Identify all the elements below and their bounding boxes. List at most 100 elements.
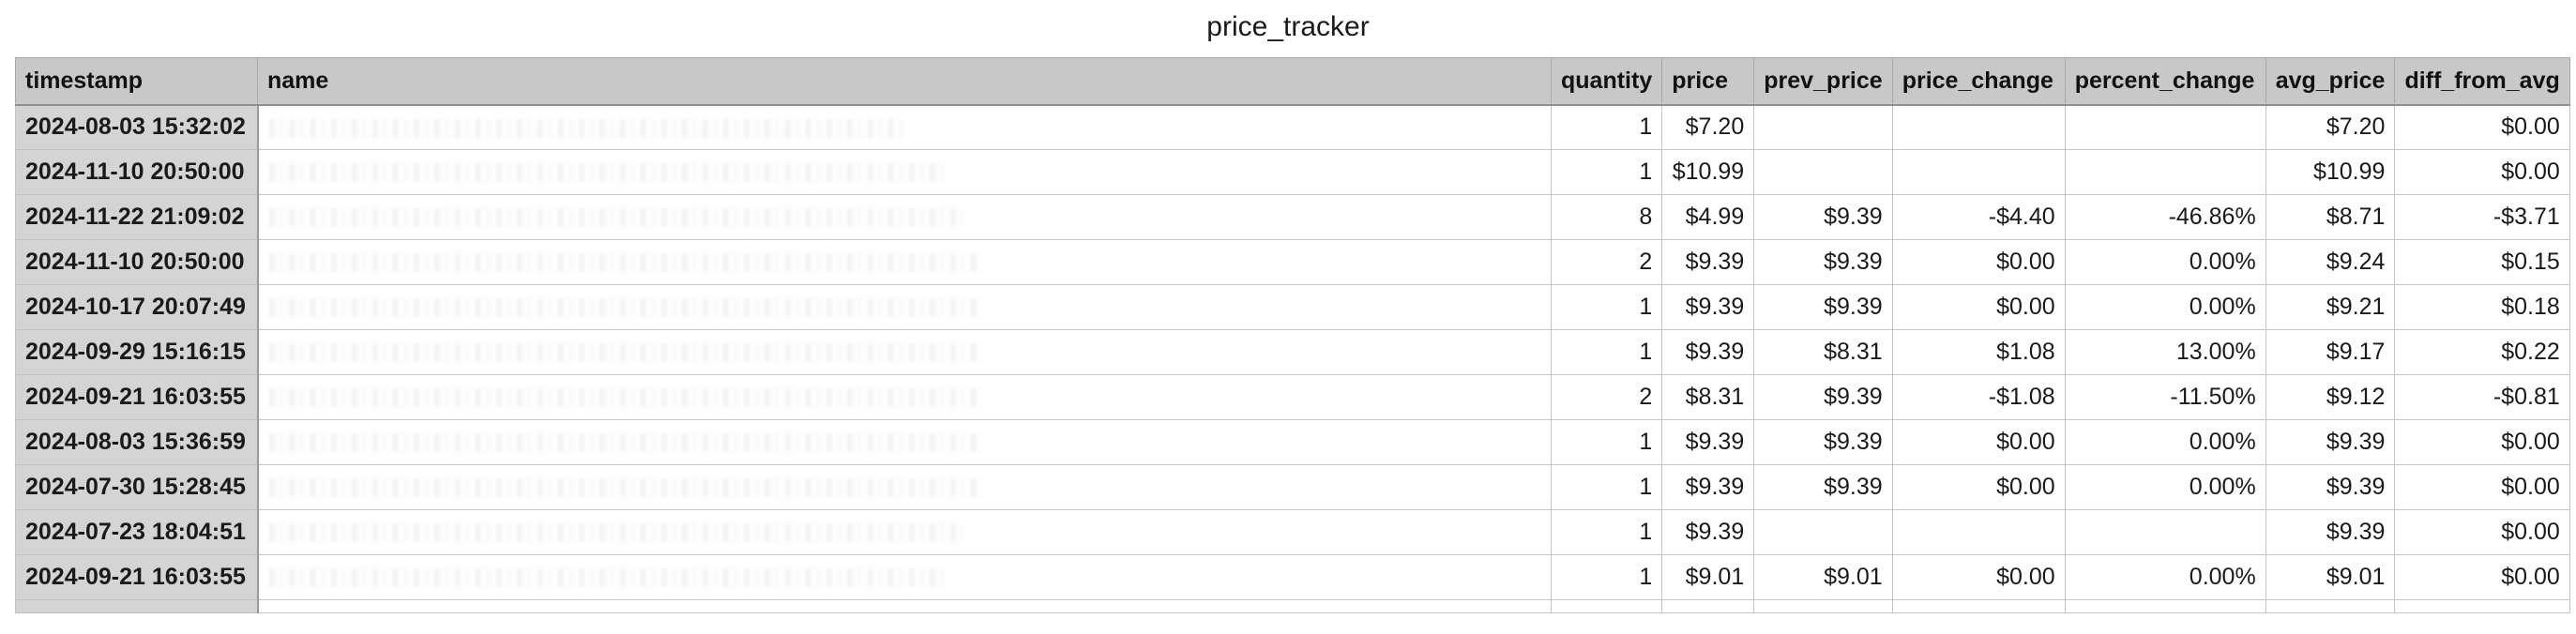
timestamp-cell[interactable]: 2024-09-21 16:03:55 (15, 374, 259, 420)
name-cell-redacted[interactable] (257, 374, 1552, 420)
diff-from-avg-cell[interactable] (2394, 599, 2570, 613)
column-header-diff-from-avg[interactable]: diff_from_avg (2394, 57, 2570, 106)
column-header-price[interactable]: price (1661, 57, 1755, 106)
percent-change-cell[interactable]: 0.00% (2064, 419, 2266, 465)
prev-price-cell[interactable]: $9.39 (1753, 374, 1893, 420)
quantity-cell[interactable]: 1 (1550, 149, 1663, 195)
price-change-cell[interactable]: $0.00 (1891, 554, 2066, 600)
avg-price-cell[interactable]: $9.17 (2265, 329, 2396, 375)
price-cell[interactable]: $7.20 (1661, 104, 1755, 150)
diff-from-avg-cell[interactable]: $0.15 (2394, 239, 2570, 285)
name-cell[interactable] (257, 599, 1552, 613)
price-change-cell[interactable] (1891, 509, 2066, 555)
avg-price-cell[interactable]: $10.99 (2265, 149, 2396, 195)
quantity-cell[interactable]: 2 (1550, 374, 1663, 420)
quantity-cell[interactable]: 2 (1550, 239, 1663, 285)
timestamp-cell[interactable]: 2024-07-23 18:04:51 (15, 509, 259, 555)
avg-price-cell[interactable]: $9.24 (2265, 239, 2396, 285)
price-change-cell[interactable]: -$4.40 (1891, 194, 2066, 240)
avg-price-cell[interactable]: $9.12 (2265, 374, 2396, 420)
name-cell-redacted[interactable] (257, 329, 1552, 375)
percent-change-cell[interactable]: 0.00% (2064, 284, 2266, 330)
avg-price-cell[interactable]: $9.21 (2265, 284, 2396, 330)
column-header-avg-price[interactable]: avg_price (2265, 57, 2396, 106)
percent-change-cell[interactable]: 0.00% (2064, 239, 2266, 285)
timestamp-cell[interactable]: 2024-11-22 21:09:02 (15, 194, 259, 240)
quantity-cell[interactable]: 1 (1550, 509, 1663, 555)
column-header-timestamp[interactable]: timestamp (15, 57, 258, 106)
prev-price-cell[interactable]: $8.31 (1753, 329, 1893, 375)
avg-price-cell[interactable]: $8.71 (2265, 194, 2396, 240)
diff-from-avg-cell[interactable]: $0.00 (2394, 104, 2570, 150)
name-cell-redacted[interactable] (257, 149, 1552, 195)
percent-change-cell[interactable]: -11.50% (2064, 374, 2266, 420)
price-cell[interactable]: $9.01 (1661, 554, 1755, 600)
timestamp-cell[interactable]: 2024-09-21 16:03:55 (15, 554, 259, 600)
price-cell[interactable]: $4.99 (1661, 194, 1755, 240)
name-cell-redacted[interactable] (257, 464, 1552, 510)
timestamp-cell[interactable] (15, 599, 259, 613)
column-header-prev-price[interactable]: prev_price (1753, 57, 1893, 106)
price-change-cell[interactable]: $0.00 (1891, 284, 2066, 330)
price-cell[interactable]: $9.39 (1661, 284, 1755, 330)
diff-from-avg-cell[interactable]: -$3.71 (2394, 194, 2570, 240)
percent-change-cell[interactable] (2064, 599, 2266, 613)
percent-change-cell[interactable]: 0.00% (2064, 464, 2266, 510)
price-change-cell[interactable]: $1.08 (1891, 329, 2066, 375)
price-change-cell[interactable]: $0.00 (1891, 464, 2066, 510)
diff-from-avg-cell[interactable]: $0.00 (2394, 554, 2570, 600)
price-cell[interactable]: $9.39 (1661, 329, 1755, 375)
price-change-cell[interactable] (1891, 599, 2066, 613)
timestamp-cell[interactable]: 2024-11-10 20:50:00 (15, 239, 259, 285)
quantity-cell[interactable]: 1 (1550, 104, 1663, 150)
quantity-cell[interactable]: 1 (1550, 464, 1663, 510)
price-cell[interactable] (1661, 599, 1755, 613)
prev-price-cell[interactable]: $9.39 (1753, 419, 1893, 465)
name-cell-redacted[interactable] (257, 419, 1552, 465)
quantity-cell[interactable]: 8 (1550, 194, 1663, 240)
quantity-cell[interactable] (1550, 599, 1663, 613)
timestamp-cell[interactable]: 2024-11-10 20:50:00 (15, 149, 259, 195)
price-cell[interactable]: $8.31 (1661, 374, 1755, 420)
diff-from-avg-cell[interactable]: $0.22 (2394, 329, 2570, 375)
price-change-cell[interactable]: $0.00 (1891, 239, 2066, 285)
avg-price-cell[interactable]: $9.39 (2265, 509, 2396, 555)
name-cell-redacted[interactable] (257, 509, 1552, 555)
percent-change-cell[interactable] (2064, 149, 2266, 195)
timestamp-cell[interactable]: 2024-10-17 20:07:49 (15, 284, 259, 330)
prev-price-cell[interactable]: $9.01 (1753, 554, 1893, 600)
column-header-quantity[interactable]: quantity (1550, 57, 1663, 106)
timestamp-cell[interactable]: 2024-08-03 15:32:02 (15, 104, 259, 150)
diff-from-avg-cell[interactable]: $0.00 (2394, 464, 2570, 510)
name-cell-redacted[interactable] (257, 104, 1552, 150)
avg-price-cell[interactable]: $9.39 (2265, 419, 2396, 465)
prev-price-cell[interactable] (1753, 104, 1893, 150)
quantity-cell[interactable]: 1 (1550, 419, 1663, 465)
prev-price-cell[interactable]: $9.39 (1753, 464, 1893, 510)
quantity-cell[interactable]: 1 (1550, 329, 1663, 375)
column-header-percent-change[interactable]: percent_change (2064, 57, 2266, 106)
prev-price-cell[interactable]: $9.39 (1753, 284, 1893, 330)
quantity-cell[interactable]: 1 (1550, 284, 1663, 330)
diff-from-avg-cell[interactable]: $0.18 (2394, 284, 2570, 330)
percent-change-cell[interactable] (2064, 104, 2266, 150)
name-cell-redacted[interactable] (257, 239, 1552, 285)
percent-change-cell[interactable]: 13.00% (2064, 329, 2266, 375)
diff-from-avg-cell[interactable]: $0.00 (2394, 149, 2570, 195)
price-change-cell[interactable]: $0.00 (1891, 419, 2066, 465)
diff-from-avg-cell[interactable]: $0.00 (2394, 419, 2570, 465)
price-change-cell[interactable] (1891, 104, 2066, 150)
percent-change-cell[interactable] (2064, 509, 2266, 555)
avg-price-cell[interactable]: $9.01 (2265, 554, 2396, 600)
percent-change-cell[interactable]: -46.86% (2064, 194, 2266, 240)
avg-price-cell[interactable]: $9.39 (2265, 464, 2396, 510)
price-cell[interactable]: $9.39 (1661, 509, 1755, 555)
price-change-cell[interactable] (1891, 149, 2066, 195)
avg-price-cell[interactable] (2265, 599, 2396, 613)
price-cell[interactable]: $9.39 (1661, 464, 1755, 510)
price-cell[interactable]: $9.39 (1661, 239, 1755, 285)
timestamp-cell[interactable]: 2024-08-03 15:36:59 (15, 419, 259, 465)
column-header-name[interactable]: name (257, 57, 1552, 106)
timestamp-cell[interactable]: 2024-07-30 15:28:45 (15, 464, 259, 510)
avg-price-cell[interactable]: $7.20 (2265, 104, 2396, 150)
